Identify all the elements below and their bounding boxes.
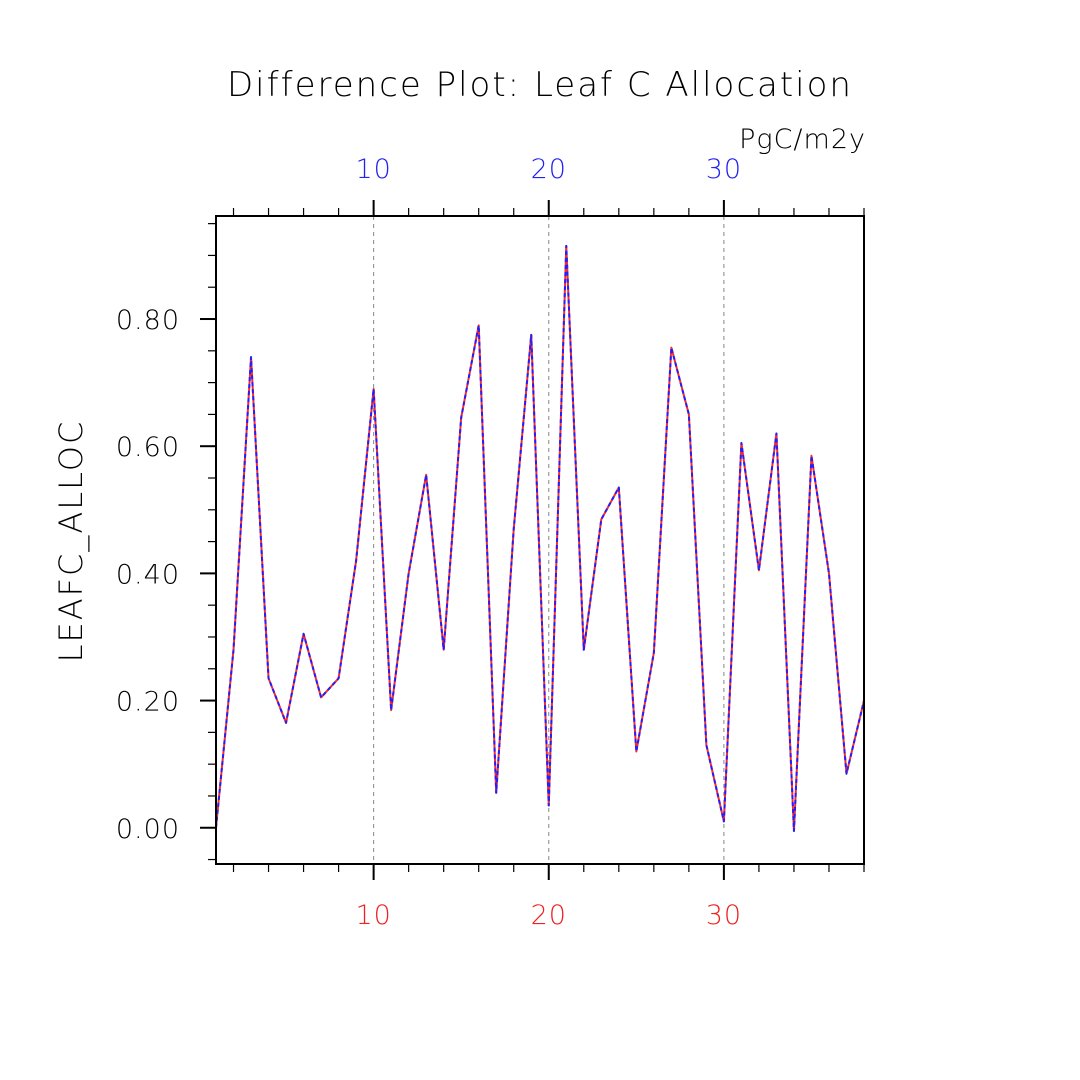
bottom-tick-label: 20 [531, 900, 567, 931]
top-tick-label: 30 [706, 154, 742, 185]
series-line-a [215, 244, 865, 832]
y-tick-label: 0.40 [116, 559, 180, 590]
series-lines [215, 244, 865, 832]
bottom-tick-label: 10 [355, 900, 391, 931]
top-tick-label: 20 [531, 154, 567, 185]
series-line-b [215, 244, 865, 832]
units-label: PgC/m2y [739, 124, 866, 155]
plot-frame [215, 215, 865, 865]
bottom-tick-label: 30 [706, 900, 742, 931]
top-tick-label: 10 [355, 154, 391, 185]
y-axis-label: LEAFC_ALLOC [52, 420, 90, 663]
y-tick-label: 0.60 [116, 432, 180, 463]
chart-title: Difference Plot: Leaf C Allocation [227, 65, 853, 105]
y-tick-label: 0.00 [116, 814, 180, 845]
y-tick-label: 0.80 [116, 305, 180, 336]
axis-ticks [200, 200, 865, 880]
tick-labels: 0.00 0.20 0.40 0.60 0.80 10 20 30 10 20 30 [116, 154, 742, 931]
y-tick-label: 0.20 [116, 687, 180, 718]
gridlines [373, 216, 725, 864]
